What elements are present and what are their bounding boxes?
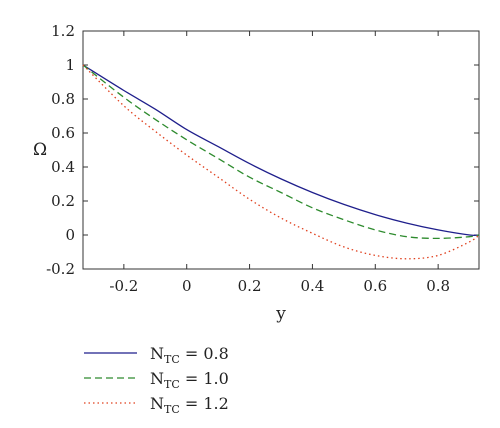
tick-labels: -0.2 0 0.2 0.4 0.6 0.8 -0.2 0 0.2 0.4 0.6 0.8 1 1.2: [46, 22, 450, 295]
x-tick-label: 0.4: [300, 277, 324, 295]
y-tick-label: 1: [65, 56, 75, 74]
y-tick-label: 1.2: [51, 22, 75, 40]
legend: NTC = 0.8 NTC = 1.0 NTC = 1.2: [84, 344, 229, 416]
legend-label-1: NTC = 1.0: [150, 369, 229, 391]
y-tick-label: 0.4: [51, 158, 75, 176]
y-tick-label: 0: [65, 226, 75, 244]
x-tick-label: -0.2: [109, 277, 138, 295]
legend-label-2: NTC = 1.2: [150, 394, 229, 416]
y-tick-label: 0.8: [51, 90, 75, 108]
y-tick-label: 0.6: [51, 124, 75, 142]
x-axis-label: y: [275, 304, 286, 324]
y-axis-label: Ω: [33, 140, 47, 160]
x-tick-label: 0: [182, 277, 192, 295]
x-tick-label: 0.8: [426, 277, 450, 295]
series-line-1: [82, 64, 480, 240]
series-line-2: [82, 64, 480, 260]
y-tick-label: -0.2: [46, 260, 75, 278]
y-tick-label: 0.2: [51, 192, 75, 210]
legend-label-0: NTC = 0.8: [150, 344, 229, 366]
x-tick-label: 0.6: [363, 277, 387, 295]
x-tick-label: 0.2: [238, 277, 262, 295]
series-line-0: [82, 64, 480, 237]
plot-frame: [82, 30, 480, 270]
series-group: [82, 64, 480, 260]
axis-ticks: [83, 30, 479, 270]
